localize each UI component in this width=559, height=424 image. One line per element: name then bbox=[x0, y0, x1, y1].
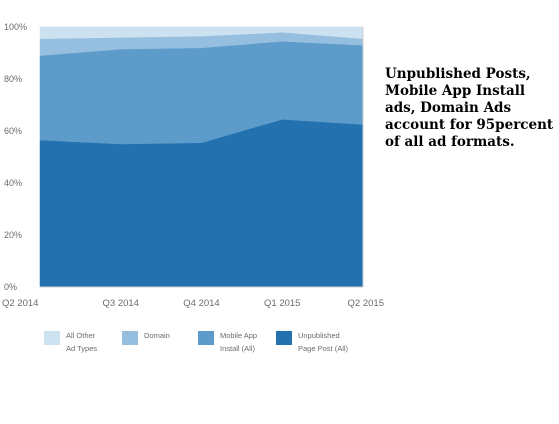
y-tick-label: 80% bbox=[4, 74, 22, 84]
legend-label: Domain bbox=[144, 331, 170, 340]
legend-label: All Other bbox=[66, 331, 96, 340]
y-tick-label: 20% bbox=[4, 230, 22, 240]
legend-swatch bbox=[198, 331, 214, 345]
legend-swatch bbox=[276, 331, 292, 345]
y-tick-label: 60% bbox=[4, 126, 22, 136]
axes: 0% 20% 40% 60% 80% 100% Q2 2014 Q3 2014 Q4 2014 Q… bbox=[2, 22, 384, 309]
x-tick-label: Q3 2014 bbox=[103, 298, 139, 309]
legend-label: Ad Types bbox=[66, 344, 97, 353]
x-tick-label: Q2 2015 bbox=[348, 298, 384, 309]
legend-label: Mobile App bbox=[220, 331, 257, 340]
chart-caption: Unpublished Posts, Mobile App Install ad… bbox=[385, 66, 554, 150]
y-tick-label: 40% bbox=[4, 178, 22, 188]
legend-label: Unpublished bbox=[298, 331, 340, 340]
area-series bbox=[39, 26, 364, 288]
legend-swatch bbox=[122, 331, 138, 345]
legend: All Other Ad Types Domain Mobile App Install… bbox=[44, 331, 349, 353]
x-tick-label: Q1 2015 bbox=[264, 298, 300, 309]
y-tick-label: 100% bbox=[4, 22, 27, 32]
y-tick-label: 0% bbox=[4, 282, 17, 292]
legend-swatch bbox=[44, 331, 60, 345]
legend-label: Install (All) bbox=[220, 344, 256, 353]
x-tick-label: Q4 2014 bbox=[183, 298, 219, 309]
x-tick-label: Q2 2014 bbox=[2, 298, 38, 309]
area-series bbox=[39, 119, 364, 288]
legend-label: Page Post (All) bbox=[298, 344, 349, 353]
